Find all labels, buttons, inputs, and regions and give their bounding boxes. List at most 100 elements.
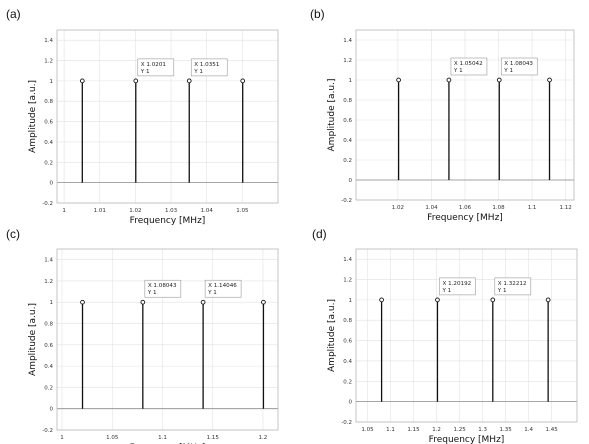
datatip-box (500, 57, 538, 76)
x-tick-label: 1.15 (407, 427, 420, 433)
datatip-box (144, 279, 182, 298)
y-tick-label: -0.2 (341, 420, 352, 426)
datatip-box (439, 277, 476, 296)
datatip-y-text: Y 1 (140, 69, 150, 75)
datatip-y-text: Y 1 (193, 69, 203, 75)
plot-area (57, 249, 278, 430)
y-tick-label: 0.8 (343, 318, 352, 324)
y-tick-label: 0.4 (44, 140, 53, 146)
panel-label-a: (a) (6, 7, 21, 21)
panel-d: -0.2 0 0.2 0.4 0.6 0.8 1 1.2 1.4 1.05 1.1 1.15 1.2 1.… (294, 222, 588, 444)
y-tick-label: 0.8 (44, 322, 53, 328)
datatip-box (450, 57, 488, 76)
x-tick-label: 1.3 (478, 427, 487, 433)
y-tick-label: 0.2 (343, 379, 352, 385)
y-tick-label: 0 (50, 181, 54, 187)
x-axis-title: Frequency [MHz] (130, 216, 206, 226)
datatip-y-text: Y 1 (147, 290, 157, 296)
stem-chart-d: -0.2 0 0.2 0.4 0.6 0.8 1 1.2 1.4 1.05 1.1 1.15 1.2 1.… (327, 248, 578, 444)
x-tick-label: 1.02 (129, 208, 141, 214)
datatip-x-text: X 1.0351 (194, 62, 220, 68)
y-tick-label: 0.2 (44, 160, 53, 166)
stem-chart-b: -0.2 0 0.2 0.4 0.6 0.8 1 1.2 1.4 1.02 1.04 1.06 1.08… (327, 29, 575, 223)
datatip-y-text: Y 1 (453, 68, 463, 74)
stem-marker (140, 299, 146, 305)
datatip-x-text: X 1.20192 (442, 281, 471, 287)
stem-marker (261, 299, 266, 305)
y-axis-title: Amplitude [a.u.] (327, 299, 337, 372)
x-axis-title: Frequency [MHz] (429, 435, 505, 444)
y-tick-label: -0.2 (42, 428, 53, 434)
datatip-y-text: Y 1 (207, 290, 217, 296)
y-tick-label: 0.8 (44, 99, 53, 105)
x-tick-label: 1 (60, 435, 64, 441)
y-tick-label: 0.4 (343, 359, 352, 365)
y-tick-label: 0.4 (343, 138, 352, 144)
stem-chart-a: -0.2 0 0.2 0.4 0.6 0.8 1 1.2 1.4 1 1.01 1.02 1.03 1.0… (28, 29, 279, 226)
x-tick-label: 1.05 (236, 208, 249, 214)
x-tick-label: 1.08 (492, 205, 505, 211)
y-tick-label: 0.8 (343, 98, 352, 104)
stem-marker (545, 297, 551, 303)
plot-frame (56, 248, 279, 431)
y-tick-label: 1.4 (343, 38, 352, 44)
x-tick-label: 1.04 (425, 205, 438, 211)
stem-marker (396, 77, 401, 83)
datatip-x-text: X 1.05042 (454, 61, 483, 67)
x-tick-label: 1.35 (500, 427, 513, 433)
x-tick-label: 1.2 (432, 427, 441, 433)
y-tick-label: 0.6 (44, 343, 53, 349)
y-tick-label: 1.2 (343, 278, 352, 284)
stem-marker (446, 77, 452, 83)
stem-marker (435, 297, 440, 303)
datatip-x-text: X 1.08043 (504, 61, 533, 67)
stem-marker (79, 78, 85, 84)
y-tick-label: 1 (349, 298, 353, 304)
x-tick-label: 1.1 (158, 435, 167, 441)
datatip-x-text: X 1.0201 (141, 62, 167, 68)
datatip-box (190, 58, 228, 77)
y-tick-label: 0.6 (343, 118, 352, 124)
y-tick-label: 1 (50, 79, 54, 85)
y-tick-label: 0.2 (44, 385, 53, 391)
plot-frame (56, 29, 279, 204)
datatip-box (204, 279, 242, 298)
y-tick-label: 1.4 (44, 38, 53, 44)
plot-area (356, 249, 577, 422)
y-tick-label: -0.2 (42, 201, 53, 207)
panel-label-c: (c) (6, 227, 20, 241)
x-tick-label: 1.15 (207, 435, 220, 441)
y-tick-label: 0 (50, 407, 54, 413)
y-axis-title: Amplitude [a.u.] (28, 80, 38, 153)
y-tick-label: 1.2 (343, 58, 352, 64)
x-tick-label: 1.2 (259, 435, 268, 441)
datatip-box (494, 277, 532, 296)
panel-label-d: (d) (312, 227, 327, 241)
y-tick-label: -0.2 (341, 198, 352, 204)
plot-frame (355, 29, 575, 201)
datatip-y-text: Y 1 (503, 68, 513, 74)
stem-marker (547, 77, 552, 83)
plot-frame (355, 248, 578, 423)
y-tick-label: 0.4 (44, 364, 53, 370)
y-tick-label: 1.4 (44, 258, 53, 264)
x-tick-label: 1.01 (94, 208, 106, 214)
y-tick-label: 1.2 (44, 59, 53, 65)
x-tick-label: 1.45 (546, 427, 559, 433)
x-tick-label: 1.4 (524, 427, 533, 433)
x-tick-label: 1.12 (559, 205, 571, 211)
x-tick-label: 1.05 (106, 435, 119, 441)
stem-marker (200, 299, 206, 305)
x-axis-title: Frequency [MHz] (427, 213, 503, 223)
y-tick-label: 1 (349, 78, 353, 84)
stem-marker (379, 297, 384, 303)
x-tick-label: 1 (62, 208, 66, 214)
x-tick-label: 1.02 (392, 205, 404, 211)
stem-marker (490, 297, 496, 303)
panel-label-b: (b) (310, 7, 325, 21)
y-tick-label: 0.2 (343, 158, 352, 164)
x-tick-label: 1.1 (528, 205, 537, 211)
x-tick-label: 1.06 (459, 205, 472, 211)
datatip-x-text: X 1.32212 (498, 281, 527, 287)
y-tick-label: 1 (50, 300, 54, 306)
